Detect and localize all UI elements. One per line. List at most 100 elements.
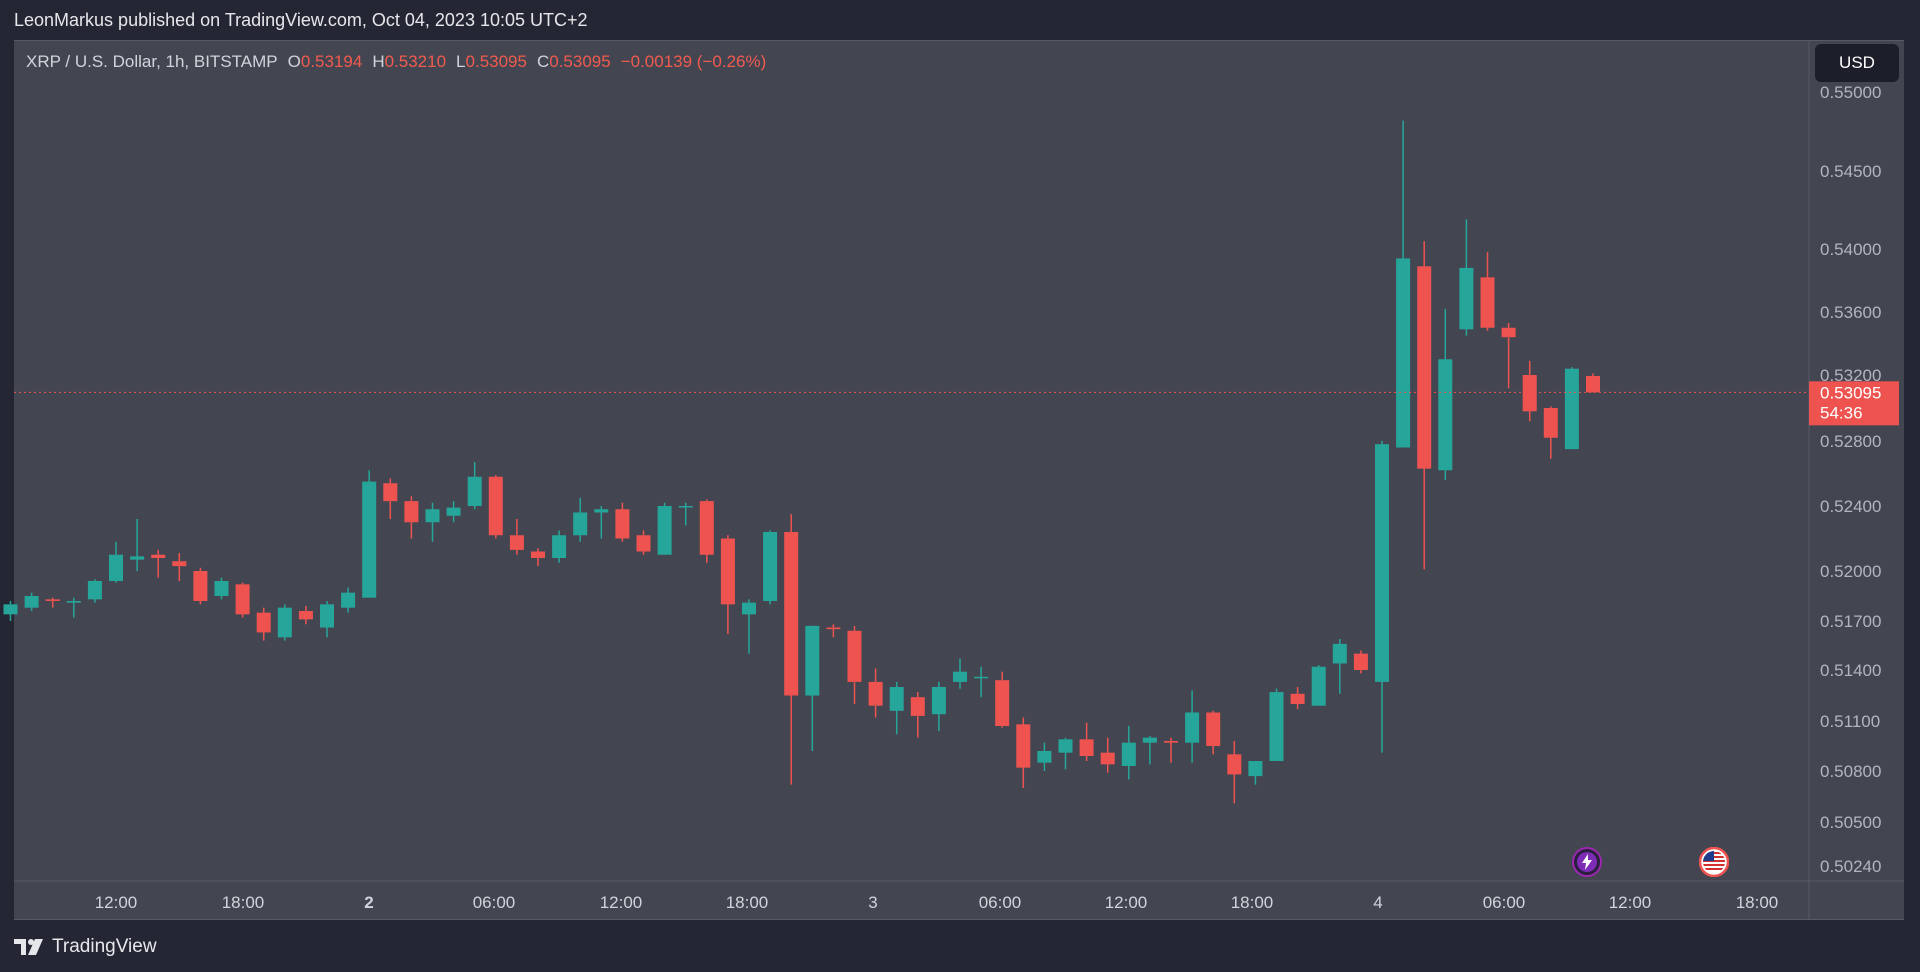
- candle-body[interactable]: [742, 602, 756, 615]
- candle-body[interactable]: [1142, 737, 1157, 743]
- candle-body[interactable]: [1564, 368, 1579, 450]
- lightning-event-icon[interactable]: [1572, 847, 1602, 877]
- candle-body[interactable]: [341, 592, 356, 608]
- candle-body[interactable]: [425, 509, 440, 523]
- candle-body[interactable]: [826, 627, 841, 630]
- candle-body[interactable]: [1227, 754, 1242, 775]
- candle-body[interactable]: [87, 581, 102, 600]
- candle-body[interactable]: [362, 481, 377, 598]
- candle-body[interactable]: [1459, 267, 1474, 330]
- candle-body[interactable]: [720, 538, 735, 605]
- candle-body[interactable]: [256, 612, 271, 633]
- candle-body[interactable]: [1164, 741, 1178, 743]
- candle-body[interactable]: [383, 483, 398, 502]
- candles-group: [3, 120, 1600, 804]
- candle-body[interactable]: [509, 535, 524, 550]
- candle-body[interactable]: [45, 599, 60, 601]
- candle-body[interactable]: [1438, 359, 1453, 471]
- candle-body[interactable]: [467, 476, 482, 506]
- price-axis: 0.55000 0.54500 0.54000 0.53600 0.53200 0.528…: [1820, 83, 1881, 876]
- price-tick-label: 0.51700: [1820, 612, 1881, 631]
- candle-body[interactable]: [3, 604, 18, 615]
- published-text: LeonMarkus published on TradingView.com,…: [14, 9, 588, 30]
- candle-body[interactable]: [172, 561, 187, 567]
- candle-body[interactable]: [488, 476, 503, 536]
- price-tick-label: 0.55000: [1820, 83, 1881, 102]
- candle-body[interactable]: [931, 687, 946, 715]
- candle-body[interactable]: [1185, 712, 1200, 743]
- candle-body[interactable]: [805, 625, 820, 696]
- candle-body[interactable]: [66, 601, 81, 603]
- candle-body[interactable]: [678, 506, 693, 508]
- candle-body[interactable]: [24, 596, 39, 608]
- candle-body[interactable]: [1058, 739, 1073, 753]
- candle-body[interactable]: [1332, 643, 1347, 664]
- candle-body[interactable]: [1290, 693, 1305, 704]
- candle-body[interactable]: [1100, 752, 1115, 765]
- price-tick-label: 0.51100: [1820, 712, 1880, 731]
- currency-button[interactable]: USD: [1815, 44, 1899, 82]
- candle-body[interactable]: [594, 509, 609, 513]
- candle-body[interactable]: [573, 512, 588, 536]
- candle-body[interactable]: [847, 630, 862, 682]
- candle-body[interactable]: [1417, 266, 1432, 469]
- price-tick-label: 0.54000: [1820, 240, 1881, 259]
- candle-body[interactable]: [784, 532, 799, 696]
- candle-body[interactable]: [109, 554, 123, 581]
- low-label: L: [456, 52, 466, 71]
- candle-body[interactable]: [1543, 408, 1558, 438]
- us-flag-event-icon[interactable]: [1698, 846, 1730, 878]
- ohlc-legend: XRP / U.S. Dollar, 1h, BITSTAMP O 0.5319…: [26, 50, 766, 74]
- candle-body[interactable]: [277, 607, 292, 638]
- candle-body[interactable]: [214, 581, 229, 596]
- candle-body[interactable]: [910, 697, 925, 716]
- candle-body[interactable]: [1522, 375, 1537, 412]
- candle-body[interactable]: [1586, 375, 1600, 393]
- candle-body[interactable]: [235, 584, 250, 615]
- price-tick-label: 0.53200: [1820, 366, 1881, 385]
- candle-body[interactable]: [763, 532, 778, 601]
- candle-body[interactable]: [1396, 258, 1411, 448]
- candle-body[interactable]: [1037, 751, 1052, 763]
- candle-body[interactable]: [1311, 666, 1326, 706]
- candle-body[interactable]: [953, 671, 967, 682]
- candle-body[interactable]: [868, 681, 883, 706]
- candle-body[interactable]: [1375, 444, 1389, 682]
- candle-body[interactable]: [130, 556, 145, 560]
- candle-body[interactable]: [320, 604, 334, 628]
- time-tick-label: 12:00: [600, 893, 643, 912]
- footer-brand[interactable]: TradingView: [14, 934, 157, 960]
- candle-body[interactable]: [974, 676, 989, 679]
- candle-body[interactable]: [1353, 653, 1368, 670]
- candle-body[interactable]: [1016, 724, 1031, 768]
- candle-body[interactable]: [1269, 692, 1284, 761]
- candle-body[interactable]: [298, 611, 313, 620]
- symbol-label[interactable]: XRP / U.S. Dollar, 1h, BITSTAMP: [26, 52, 278, 71]
- candle-body[interactable]: [889, 687, 904, 711]
- candle-body[interactable]: [1079, 739, 1094, 756]
- candle-body[interactable]: [404, 501, 419, 523]
- candle-body[interactable]: [531, 551, 545, 559]
- candle-body[interactable]: [636, 535, 651, 552]
- candle-body[interactable]: [1248, 761, 1263, 777]
- candle-body[interactable]: [699, 501, 714, 555]
- candle-body[interactable]: [615, 509, 630, 539]
- time-tick-label: 12:00: [1105, 893, 1148, 912]
- candle-body[interactable]: [193, 571, 208, 601]
- published-header: LeonMarkus published on TradingView.com,…: [0, 0, 1920, 40]
- candle-body[interactable]: [1121, 742, 1136, 766]
- candle-body[interactable]: [1501, 327, 1516, 338]
- candle-body[interactable]: [1480, 277, 1495, 328]
- chart-pane[interactable]: [14, 40, 1904, 920]
- last-price-tag: [1809, 381, 1899, 426]
- candle-body[interactable]: [151, 554, 166, 558]
- candle-body[interactable]: [657, 506, 672, 555]
- candle-body[interactable]: [995, 680, 1010, 726]
- open-value: 0.53194: [300, 52, 363, 71]
- candle-body[interactable]: [1206, 712, 1221, 747]
- time-tick-label: 18:00: [222, 893, 265, 912]
- candle-body[interactable]: [446, 507, 461, 516]
- candle-body[interactable]: [552, 535, 567, 558]
- change-value: −0.00139 (−0.26%): [620, 52, 767, 71]
